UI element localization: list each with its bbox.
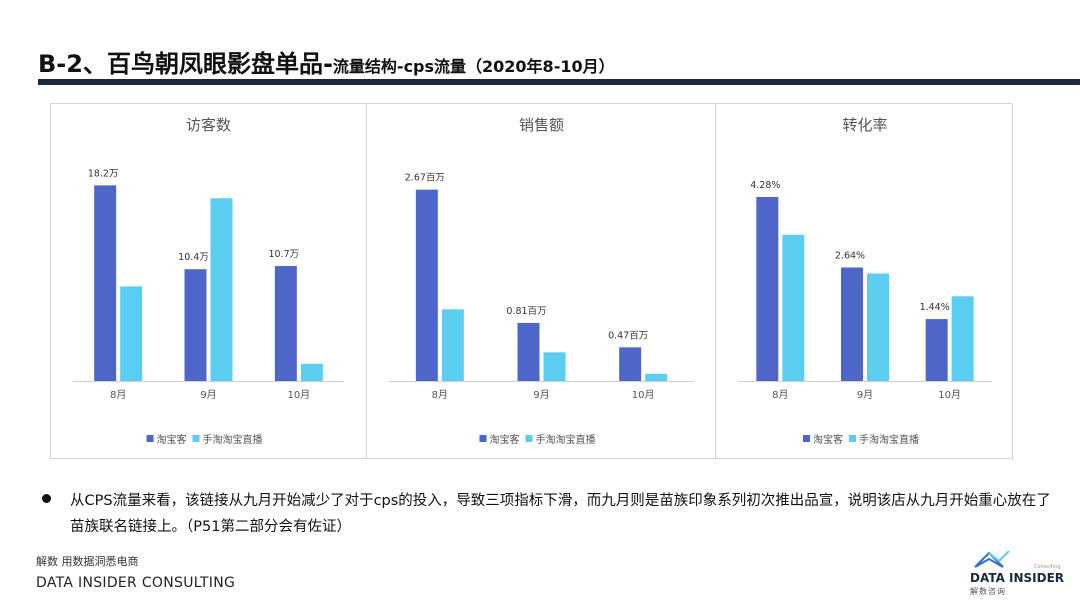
bar-sales-taobaoke-1 [415,189,438,381]
bar-sales-live-1 [441,309,464,381]
legend-swatch-taobaoke [803,435,810,442]
x-tick-label-visitors-1: 8月 [110,389,126,401]
logo-cn-name: 解数咨询 [970,587,1006,596]
bar-sales-live-2 [543,352,566,381]
chart-panel-sales: 销售额 2.67百万 8月 0.81百万 9月 0.47百万 10月淘宝客 手淘淘宝直播 [366,104,715,458]
data-label-conversion-2: 2.64% [835,250,865,261]
data-label-conversion-3: 1.44% [920,302,950,313]
data-label-conversion-1: 4.28% [750,180,780,191]
legend-label-live: 手淘淘宝直播 [859,433,919,446]
logo-tagline: Consulting [1034,564,1061,570]
x-tick-label-conversion-3: 10月 [938,389,961,401]
bullet-note: 从CPS流量来看，该链接从九月开始减少了对于cps的投入，导致三项指标下滑，而九… [42,488,1052,540]
legend-swatch-taobaoke [479,435,487,442]
bar-sales-taobaoke-3 [619,347,642,381]
page-title-sub: 流量结构-cps流量（2020年8-10月） [332,57,615,76]
bar-sales-taobaoke-2 [517,322,540,381]
page-title-main: B-2、百鸟朝凤眼影盘单品- [38,50,333,78]
x-tick-label-visitors-3: 10月 [287,389,310,401]
legend-label-taobaoke: 淘宝客 [157,433,187,446]
bar-visitors-live-3 [300,363,323,381]
legend-label-taobaoke: 淘宝客 [813,433,843,446]
bar-visitors-taobaoke-1 [94,185,117,381]
legend-label-live: 手淘淘宝直播 [203,433,263,446]
x-tick-label-sales-1: 8月 [432,389,448,401]
legend-label-live: 手淘淘宝直播 [536,433,596,446]
bar-visitors-taobaoke-2 [184,269,207,381]
chart-title-visitors: 访客数 [186,116,231,134]
data-label-sales-2: 0.81百万 [506,306,546,317]
bar-conversion-live-1 [782,234,805,381]
legend-swatch-live [192,435,200,442]
chart-panel-visitors: 访客数 18.2万 8月 10.4万 9月 10.7万 10月淘宝客 手淘淘宝直播 [51,104,366,458]
data-insider-logo-icon [974,550,1010,568]
charts-container: 访客数 18.2万 8月 10.4万 9月 10.7万 10月淘宝客 手淘淘宝直播 销售额 2.… [50,103,1013,459]
bar-conversion-taobaoke-1 [756,196,779,381]
page-title: B-2、百鸟朝凤眼影盘单品-流量结构-cps流量（2020年8-10月） [38,44,615,79]
bar-conversion-taobaoke-3 [925,319,948,381]
bar-sales-live-3 [645,373,668,381]
x-tick-label-sales-2: 9月 [533,389,549,401]
bar-visitors-live-1 [120,286,143,381]
chart-title-sales: 销售额 [519,116,564,134]
chart-panel-conversion: 转化率 4.28% 8月 2.64% 9月 1.44% 10月淘宝客 手淘淘宝直播 [715,104,1013,458]
legend-swatch-taobaoke [146,435,154,442]
bar-conversion-live-3 [951,296,974,381]
logo-name: DATA INSIDER [970,571,1065,585]
x-tick-label-sales-3: 10月 [632,389,655,401]
x-tick-label-conversion-1: 8月 [772,389,788,401]
data-label-visitors-1: 18.2万 [88,168,119,179]
legend-swatch-live [525,435,533,442]
bullet-text: 从CPS流量来看，该链接从九月开始减少了对于cps的投入，导致三项指标下滑，而九… [70,493,1051,535]
data-label-sales-3: 0.47百万 [608,330,648,341]
bar-visitors-taobaoke-3 [274,265,297,381]
bar-visitors-live-2 [210,198,233,381]
footer-slogan: 解数 用数据洞悉电商 [36,555,139,568]
data-label-visitors-3: 10.7万 [269,249,300,260]
bar-conversion-taobaoke-2 [841,267,863,381]
x-tick-label-conversion-2: 9月 [857,389,873,401]
legend-swatch-live [849,435,856,442]
bar-conversion-live-2 [867,273,889,381]
x-tick-label-visitors-2: 9月 [200,389,216,401]
data-label-visitors-2: 10.4万 [178,252,209,263]
footer-company: DATA INSIDER CONSULTING [36,575,236,591]
data-label-sales-1: 2.67百万 [405,173,445,184]
title-rule [38,79,1080,85]
chart-title-conversion: 转化率 [842,116,887,134]
legend-label-taobaoke: 淘宝客 [490,433,520,446]
bullet-dot [42,494,51,503]
